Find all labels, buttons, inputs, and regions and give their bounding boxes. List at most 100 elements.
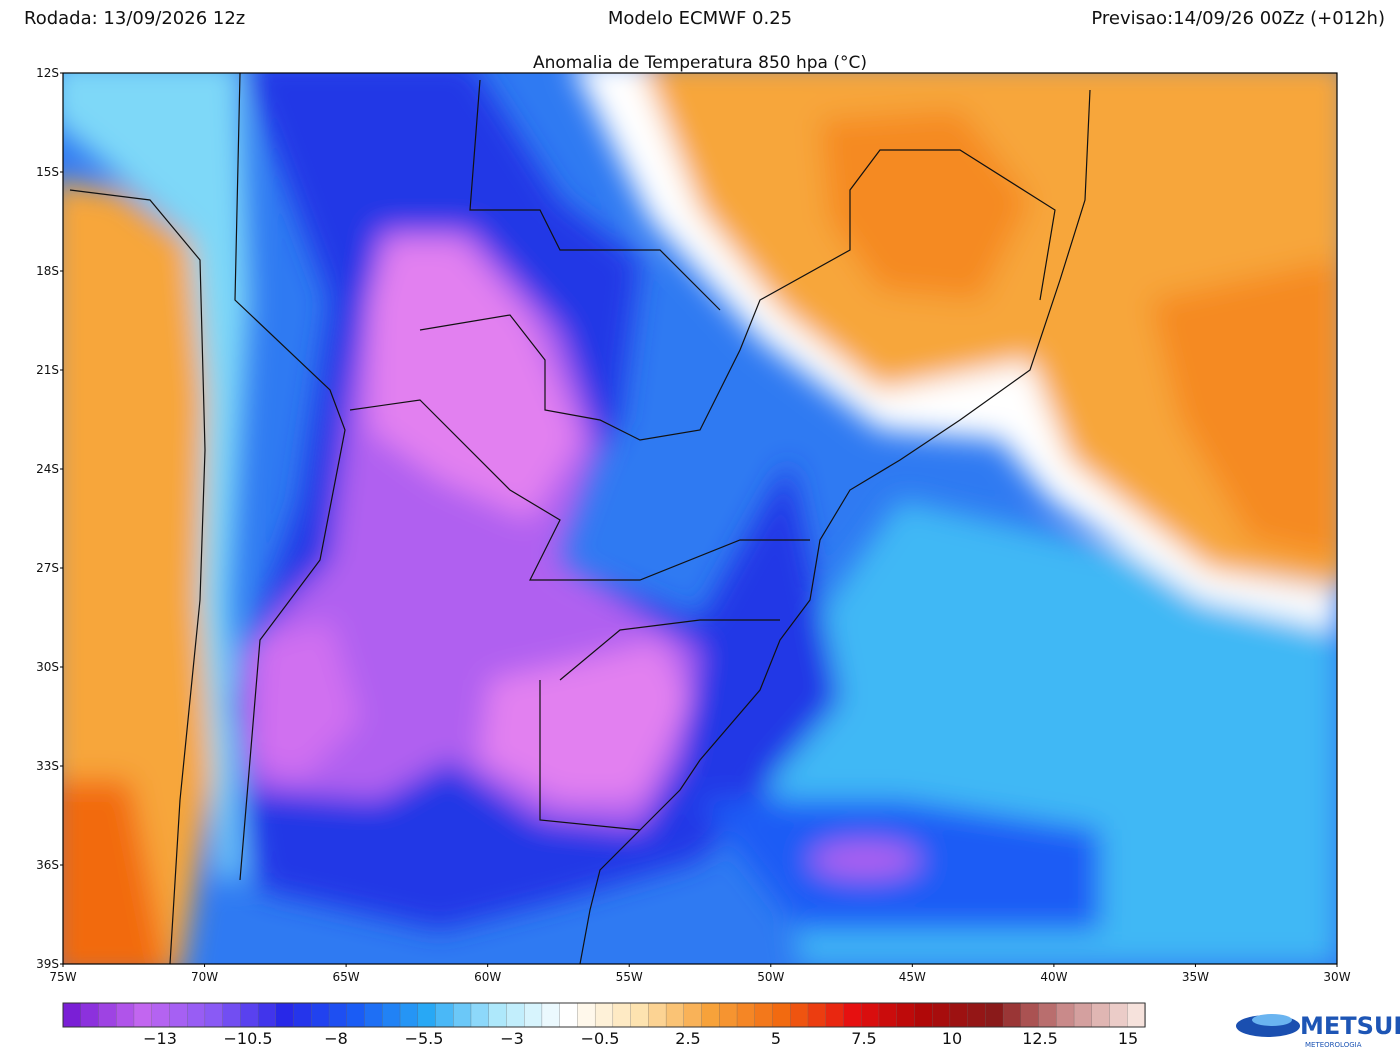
colorbar-segment	[843, 1002, 862, 1028]
colorbar-segment	[364, 1002, 383, 1028]
colorbar-segment	[275, 1002, 295, 1028]
colorbar-segment	[240, 1002, 259, 1028]
colorbar-segment	[204, 1002, 224, 1028]
colorbar-label: 12.5	[1022, 1029, 1058, 1048]
map-title: Anomalia de Temperatura 850 hpa (°C)	[533, 53, 867, 73]
colorbar-segment	[719, 1002, 738, 1028]
colorbar-segment	[151, 1002, 171, 1028]
colorbar-segment	[399, 1002, 419, 1028]
colorbar-segment	[701, 1002, 720, 1028]
colorbar-segment	[133, 1002, 153, 1028]
colorbar-segment	[1127, 1002, 1146, 1028]
logo-tagline: METEOROLOGIA	[1305, 1041, 1362, 1049]
colorbar-segment	[98, 1002, 117, 1028]
colorbar-segment	[861, 1002, 880, 1028]
colorbar-label: −0.5	[581, 1029, 620, 1048]
colorbar-segment	[648, 1002, 667, 1028]
colorbar-segment	[293, 1002, 312, 1028]
colorbar-segment	[80, 1002, 100, 1028]
lon-label: 55W	[616, 970, 643, 984]
colorbar-segment	[594, 1002, 614, 1028]
lon-label: 30W	[1323, 970, 1350, 984]
lon-label: 45W	[899, 970, 926, 984]
colorbar-segment	[435, 1002, 454, 1028]
colorbar-segment	[878, 1002, 898, 1028]
colorbar-segment	[488, 1002, 508, 1028]
lon-label: 50W	[757, 970, 784, 984]
lon-label: 35W	[1182, 970, 1209, 984]
colorbar-label: −5.5	[405, 1029, 444, 1048]
lat-label: 30S	[36, 660, 59, 674]
colorbar-segment	[62, 1002, 82, 1028]
lat-label: 15S	[36, 165, 59, 179]
lon-label: 65W	[333, 970, 360, 984]
coastlines	[69, 73, 1091, 964]
colorbar-segment	[470, 1002, 490, 1028]
colorbar-segment	[222, 1002, 242, 1028]
colorbar-segment	[1056, 1002, 1075, 1028]
lat-label: 36S	[36, 858, 59, 872]
colorbar-label: 5	[771, 1029, 781, 1048]
logo: METSUL METEOROLOGIA	[1236, 1012, 1400, 1049]
model-label: Modelo ECMWF 0.25	[608, 8, 792, 29]
colorbar-segment	[257, 1002, 277, 1028]
colorbar-label: 2.5	[675, 1029, 700, 1048]
map-frame	[62, 72, 1338, 965]
lat-label: 33S	[36, 759, 59, 773]
colorbar-label: −8	[324, 1029, 348, 1048]
lat-label: 24S	[36, 462, 59, 476]
colorbar-segment	[914, 1002, 933, 1028]
colorbar-segment	[453, 1002, 472, 1028]
lon-label: 70W	[191, 970, 218, 984]
forecast-label: Previsao:14/09/26 00Zz (+012h)	[1091, 8, 1385, 29]
colorbar-segment	[754, 1002, 774, 1028]
lon-label: 40W	[1040, 970, 1067, 984]
colorbar-segment	[417, 1002, 437, 1028]
colorbar-segment	[825, 1002, 845, 1028]
colorbar-segment	[169, 1002, 188, 1028]
colorbar-label: 10	[942, 1029, 962, 1048]
colorbar-segment	[790, 1002, 809, 1028]
run-label: Rodada: 13/09/2026 12z	[24, 8, 245, 29]
colorbar-segment	[328, 1002, 348, 1028]
lat-label: 12S	[36, 66, 59, 80]
colorbar-segment	[116, 1002, 135, 1028]
colorbar-segment	[949, 1002, 969, 1028]
colorbar-segment	[736, 1002, 756, 1028]
colorbar-label: −3	[500, 1029, 524, 1048]
colorbar-segment	[630, 1002, 649, 1028]
colorbar-segment	[612, 1002, 632, 1028]
colorbar-segment	[931, 1002, 951, 1028]
lat-label: 39S	[36, 957, 59, 971]
colorbar-segment	[1073, 1002, 1093, 1028]
colorbar-segment	[1091, 1002, 1111, 1028]
lon-label: 75W	[49, 970, 76, 984]
colorbar-frame	[62, 1002, 1146, 1028]
colorbar-segment	[967, 1002, 987, 1028]
lat-label: 27S	[36, 561, 59, 575]
lat-label: 18S	[36, 264, 59, 278]
colorbar-segment	[683, 1002, 703, 1028]
map-field	[63, 73, 1337, 964]
colorbar-label: 7.5	[851, 1029, 876, 1048]
colorbar-segment	[807, 1002, 827, 1028]
logo-name: METSUL	[1300, 1012, 1400, 1040]
colorbar-segment	[1038, 1002, 1057, 1028]
colorbar-label: −13	[143, 1029, 177, 1048]
colorbar-segment	[577, 1002, 596, 1028]
colorbar-segment	[1109, 1002, 1128, 1028]
colorbar-segment	[772, 1002, 791, 1028]
colorbar-segment	[524, 1002, 543, 1028]
colorbar-segment	[1002, 1002, 1022, 1028]
colorbar-segment	[311, 1002, 330, 1028]
colorbar-segment	[896, 1002, 916, 1028]
colorbar-segment	[985, 1002, 1004, 1028]
colorbar-segment	[559, 1002, 579, 1028]
colorbar-segment	[1020, 1002, 1040, 1028]
colorbar-segment	[665, 1002, 685, 1028]
colorbar-segment	[506, 1002, 525, 1028]
colorbar-segment	[346, 1002, 366, 1028]
colorbar-segment	[187, 1002, 206, 1028]
colorbar-segment	[541, 1002, 561, 1028]
